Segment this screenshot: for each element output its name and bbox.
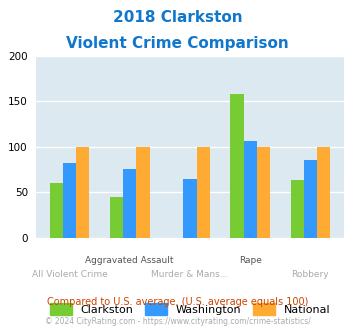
Text: Robbery: Robbery [291,270,329,279]
Bar [110,197,123,238]
Legend: Clarkston, Washington, National: Clarkston, Washington, National [45,299,335,319]
Bar [244,141,257,238]
Bar [63,163,76,238]
Bar [304,159,317,238]
Bar [50,183,63,238]
Bar [197,147,210,238]
Text: Rape: Rape [239,256,262,265]
Bar [183,179,197,238]
Text: All Violent Crime: All Violent Crime [32,270,107,279]
Bar [230,94,244,238]
Text: Murder & Mans...: Murder & Mans... [151,270,229,279]
Bar [317,147,330,238]
Text: © 2024 CityRating.com - https://www.cityrating.com/crime-statistics/: © 2024 CityRating.com - https://www.city… [45,317,310,326]
Bar [123,169,136,238]
Bar [257,147,270,238]
Text: Compared to U.S. average. (U.S. average equals 100): Compared to U.S. average. (U.S. average … [47,297,308,307]
Bar [290,181,304,238]
Text: 2018 Clarkston: 2018 Clarkston [113,10,242,25]
Text: Violent Crime Comparison: Violent Crime Comparison [66,36,289,51]
Bar [76,147,89,238]
Text: Aggravated Assault: Aggravated Assault [86,256,174,265]
Bar [136,147,149,238]
